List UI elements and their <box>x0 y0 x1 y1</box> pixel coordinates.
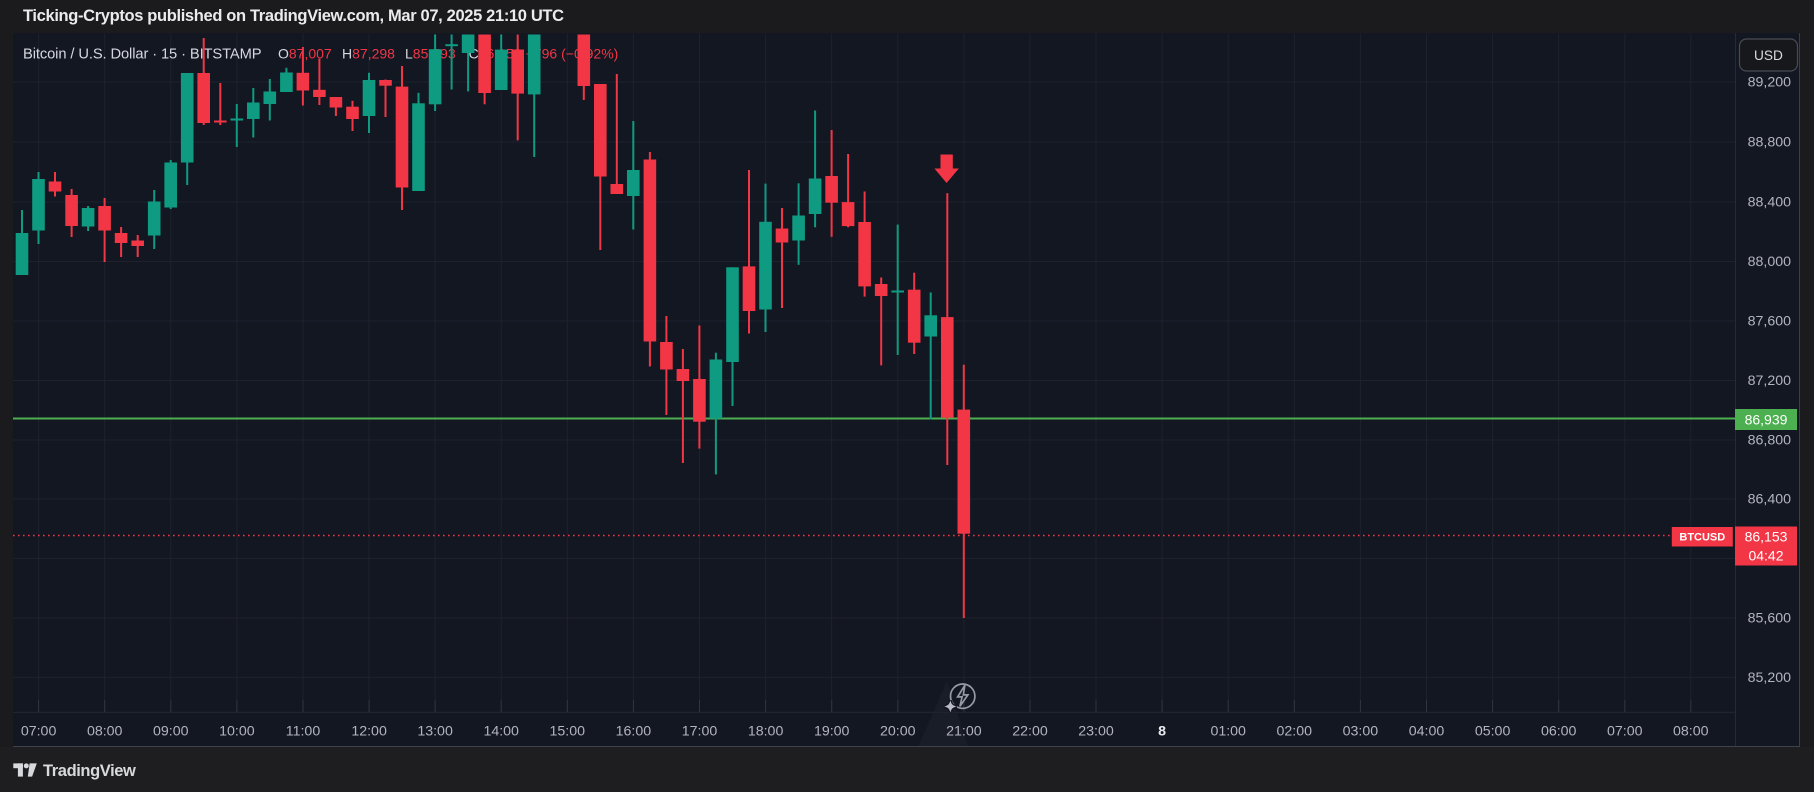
svg-text:86,939: 86,939 <box>1745 412 1788 428</box>
svg-text:O87,007: O87,007 <box>278 46 332 62</box>
svg-text:87,200: 87,200 <box>1748 373 1792 389</box>
svg-text:22:00: 22:00 <box>1012 724 1048 740</box>
svg-text:13:00: 13:00 <box>417 724 453 740</box>
svg-text:23:00: 23:00 <box>1078 724 1114 740</box>
svg-text:88,800: 88,800 <box>1748 135 1792 151</box>
svg-text:Bitcoin / U.S. Dollar · 15 · B: Bitcoin / U.S. Dollar · 15 · BITSTAMP <box>23 47 262 63</box>
svg-text:05:00: 05:00 <box>1475 724 1511 740</box>
svg-text:18:00: 18:00 <box>748 724 784 740</box>
svg-text:04:42: 04:42 <box>1748 548 1783 564</box>
svg-text:08:00: 08:00 <box>87 724 123 740</box>
svg-text:08:00: 08:00 <box>1673 724 1709 740</box>
svg-text:09:00: 09:00 <box>153 724 189 740</box>
svg-text:8: 8 <box>1158 724 1166 740</box>
svg-text:88,400: 88,400 <box>1748 195 1792 211</box>
svg-text:86,800: 86,800 <box>1748 433 1792 449</box>
svg-text:12:00: 12:00 <box>351 724 387 740</box>
svg-text:07:00: 07:00 <box>1607 724 1643 740</box>
svg-text:14:00: 14:00 <box>483 724 519 740</box>
svg-text:89,200: 89,200 <box>1748 75 1792 91</box>
svg-text:USD: USD <box>1754 48 1783 63</box>
svg-text:87,600: 87,600 <box>1748 314 1792 330</box>
svg-text:88,000: 88,000 <box>1748 254 1792 270</box>
svg-text:16:00: 16:00 <box>616 724 652 740</box>
svg-text:BTCUSD: BTCUSD <box>1679 532 1725 544</box>
svg-text:10:00: 10:00 <box>219 724 255 740</box>
svg-text:03:00: 03:00 <box>1343 724 1379 740</box>
svg-text:17:00: 17:00 <box>682 724 718 740</box>
svg-text:01:00: 01:00 <box>1210 724 1246 740</box>
svg-text:19:00: 19:00 <box>814 724 850 740</box>
svg-text:07:00: 07:00 <box>21 724 57 740</box>
svg-text:85,600: 85,600 <box>1748 610 1792 626</box>
svg-text:86,153: 86,153 <box>1745 529 1788 545</box>
svg-text:H87,298: H87,298 <box>342 46 395 62</box>
svg-text:86,400: 86,400 <box>1748 492 1792 508</box>
svg-text:15:00: 15:00 <box>550 724 586 740</box>
svg-text:06:00: 06:00 <box>1541 724 1577 740</box>
svg-text:04:00: 04:00 <box>1409 724 1445 740</box>
svg-text:85,200: 85,200 <box>1748 670 1792 686</box>
svg-text:11:00: 11:00 <box>286 724 321 740</box>
svg-text:21:00: 21:00 <box>946 724 982 740</box>
svg-text:20:00: 20:00 <box>880 724 916 740</box>
svg-text:−796 (−0.92%): −796 (−0.92%) <box>526 46 619 62</box>
svg-text:02:00: 02:00 <box>1277 724 1313 740</box>
